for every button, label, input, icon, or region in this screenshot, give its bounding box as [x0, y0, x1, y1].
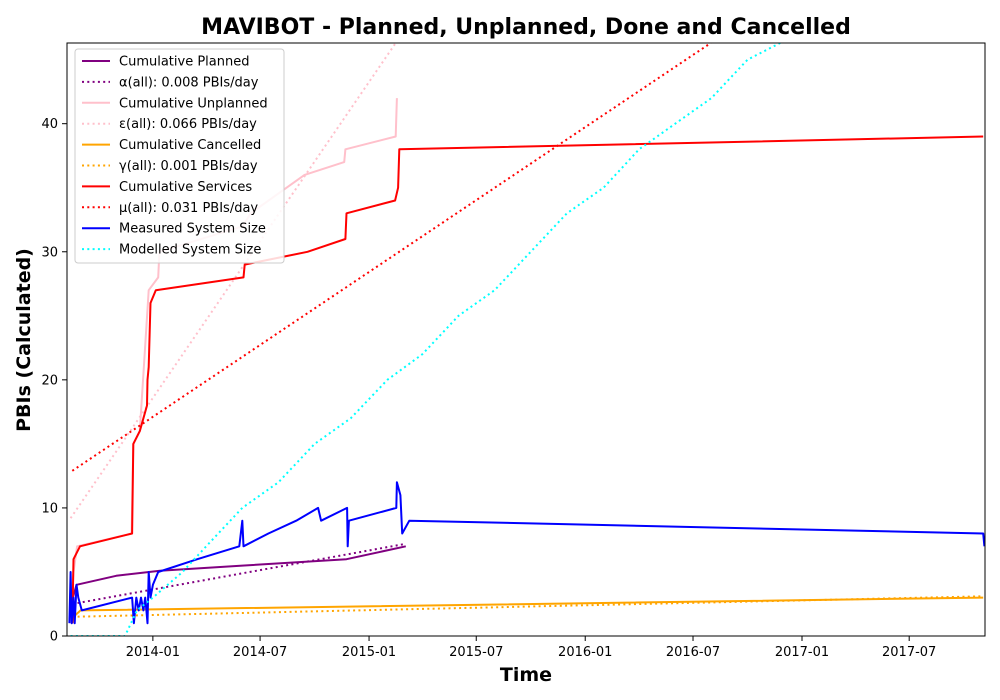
x-tick-label: 2017-01 [775, 645, 829, 660]
y-tick-label: 20 [41, 373, 58, 388]
legend-label-0: Cumulative Planned [119, 55, 249, 70]
x-axis-label: Time [500, 664, 552, 686]
x-axis: 2014-01 2014-07 2015-01 2015-07 2016-01 2016-… [126, 636, 936, 660]
x-tick-label: 2017-07 [882, 645, 936, 660]
y-axis-label: PBIs (Calculated) [13, 248, 35, 432]
x-tick-label: 2016-07 [666, 645, 720, 660]
x-tick-label: 2016-01 [558, 645, 612, 660]
legend-label-7: μ(all): 0.031 PBIs/day [119, 201, 258, 216]
x-tick-label: 2014-01 [126, 645, 180, 660]
y-axis: 0 10 20 30 40 [41, 117, 67, 645]
legend-box [74, 48, 285, 264]
series-line-9 [70, 43, 781, 636]
series-line-5 [72, 595, 984, 618]
legend-label-6: Cumulative Services [119, 180, 252, 195]
series-line-1 [72, 542, 406, 605]
legend-label-1: α(all): 0.008 PBIs/day [119, 75, 259, 90]
legend-label-9: Modelled System Size [119, 243, 261, 258]
series-line-6 [71, 135, 984, 624]
legend-label-3: ε(all): 0.066 PBIs/day [119, 117, 257, 132]
plot-frame [66, 42, 986, 637]
legend-label-8: Measured System Size [119, 222, 266, 237]
y-tick-label: 0 [50, 630, 58, 645]
series-line-3 [69, 43, 397, 519]
y-tick-label: 30 [41, 245, 58, 260]
series-line-7 [71, 43, 712, 472]
legend: Cumulative Planned α(all): 0.008 PBIs/day… [74, 48, 285, 264]
legend-label-2: Cumulative Unplanned [119, 96, 268, 111]
series-line-8 [68, 481, 985, 625]
series-layer [68, 43, 985, 636]
x-tick-label: 2014-07 [233, 645, 287, 660]
y-tick-label: 40 [41, 117, 58, 132]
x-tick-label: 2015-01 [342, 645, 396, 660]
legend-label-5: γ(all): 0.001 PBIs/day [119, 159, 258, 174]
chart-title: MAVIBOT - Planned, Unplanned, Done and C… [201, 15, 851, 40]
y-tick-label: 10 [41, 501, 58, 516]
x-tick-label: 2015-07 [449, 645, 503, 660]
legend-label-4: Cumulative Cancelled [119, 138, 261, 153]
